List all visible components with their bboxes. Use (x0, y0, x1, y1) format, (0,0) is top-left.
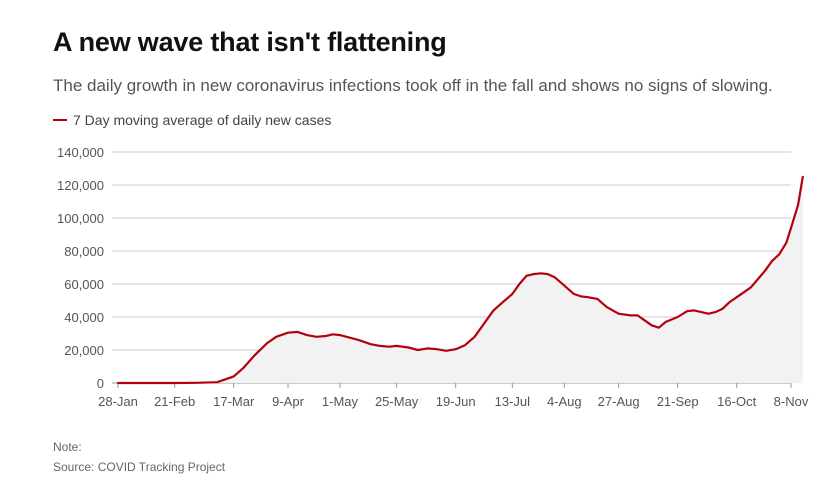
line-chart: 0 20,000 40,000 60,000 80,000 100,000 120,000 1… (57, 145, 809, 409)
legend: 7 Day moving average of daily new cases (53, 112, 331, 128)
y-tick-label: 100,000 (57, 211, 104, 226)
series-area (118, 176, 803, 383)
y-tick-label: 80,000 (64, 244, 104, 259)
chart-subtitle: The daily growth in new coronavirus infe… (53, 76, 773, 95)
x-tick-label: 19-Jun (436, 394, 476, 409)
x-tick-label: 8-Nov (774, 394, 809, 409)
chart-note: Note: (53, 440, 82, 454)
y-tick-label: 0 (97, 376, 104, 391)
x-tick-label: 16-Oct (717, 394, 756, 409)
x-tick-label: 27-Aug (598, 394, 640, 409)
y-tick-label: 60,000 (64, 277, 104, 292)
x-tick-label: 28-Jan (98, 394, 138, 409)
x-tick-label: 17-Mar (213, 394, 255, 409)
y-tick-label: 40,000 (64, 310, 104, 325)
x-tick-label: 1-May (322, 394, 359, 409)
x-tick-label: 21-Feb (154, 394, 195, 409)
x-tick-label: 13-Jul (495, 394, 531, 409)
y-tick-label: 140,000 (57, 145, 104, 160)
legend-label: 7 Day moving average of daily new cases (73, 112, 332, 128)
y-tick-label: 120,000 (57, 178, 104, 193)
chart-title: A new wave that isn't flattening (53, 27, 447, 57)
y-tick-label: 20,000 (64, 343, 104, 358)
x-tick-label: 25-May (375, 394, 419, 409)
chart-source: Source: COVID Tracking Project (53, 460, 226, 474)
series-line (116, 175, 804, 385)
legend-swatch (53, 119, 67, 121)
x-tick-label: 9-Apr (272, 394, 304, 409)
x-tick-label: 21-Sep (657, 394, 699, 409)
x-tick-label: 4-Aug (547, 394, 582, 409)
